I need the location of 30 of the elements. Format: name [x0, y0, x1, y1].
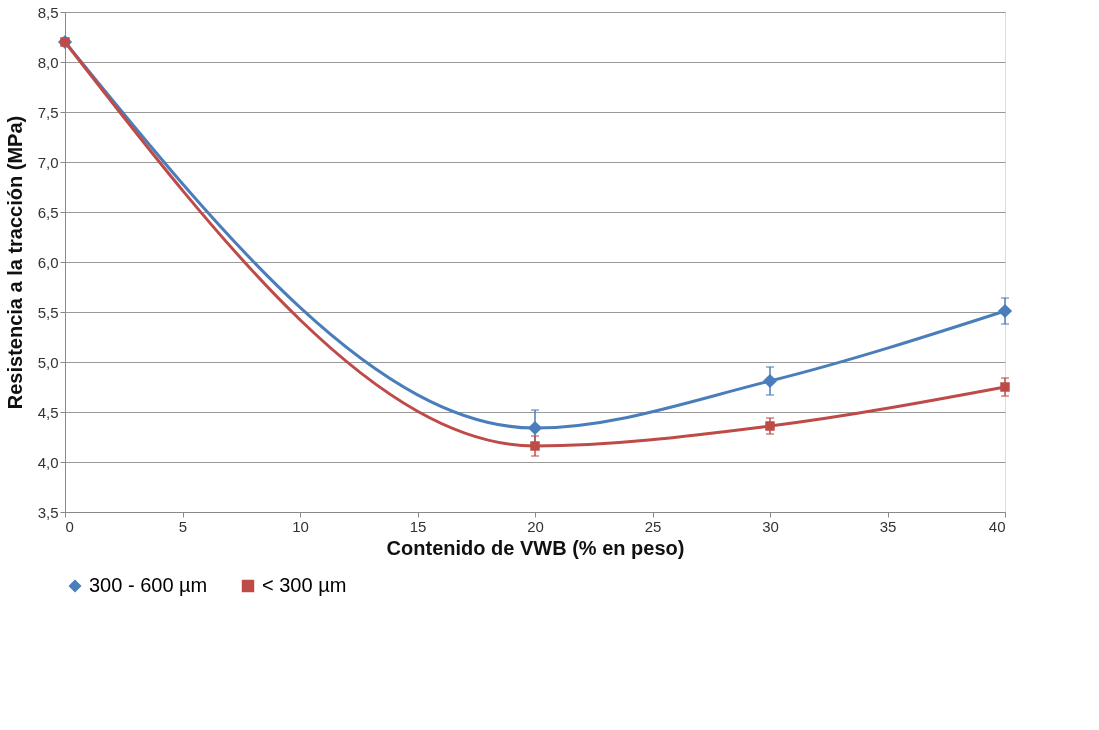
- y-tick-label: 6,5: [37, 203, 59, 221]
- y-tick-label: 4,5: [37, 403, 59, 421]
- y-tick-label: 3,5: [37, 503, 59, 521]
- y-tick-label: 8,0: [37, 53, 59, 71]
- y-tick-label: 4,0: [37, 453, 59, 471]
- x-tick-label: 30: [762, 517, 779, 535]
- x-tick-label: 0: [65, 517, 74, 535]
- y-tick-label: 6,0: [37, 253, 59, 271]
- x-tick-label: 40: [988, 517, 1006, 535]
- point: [765, 421, 775, 431]
- x-axis-title: Contenido de VWB (% en peso): [386, 536, 685, 559]
- point: [527, 420, 543, 436]
- y-axis-title: Resistencia a la tracción (MPa): [3, 115, 26, 410]
- point: [530, 441, 540, 451]
- legend-label: 300 - 600 µm: [89, 574, 208, 596]
- legend-label: < 300 µm: [262, 574, 347, 596]
- y-tick-label: 7,0: [37, 153, 59, 171]
- point: [1000, 382, 1010, 392]
- x-tick-label: 5: [178, 517, 188, 535]
- x-tick-label: 20: [527, 517, 544, 535]
- point: [997, 303, 1013, 319]
- y-tick-label: 5,0: [37, 353, 59, 371]
- x-tick-label: 35: [879, 517, 897, 535]
- y-tick-label: 7,5: [37, 103, 59, 121]
- x-tick-label: 15: [409, 517, 427, 535]
- y-tick-label: 8,5: [37, 3, 59, 21]
- x-tick-label: 10: [292, 517, 309, 535]
- point: [762, 373, 778, 389]
- x-tick-label: 25: [644, 517, 662, 535]
- y-tick-label: 5,5: [37, 303, 59, 321]
